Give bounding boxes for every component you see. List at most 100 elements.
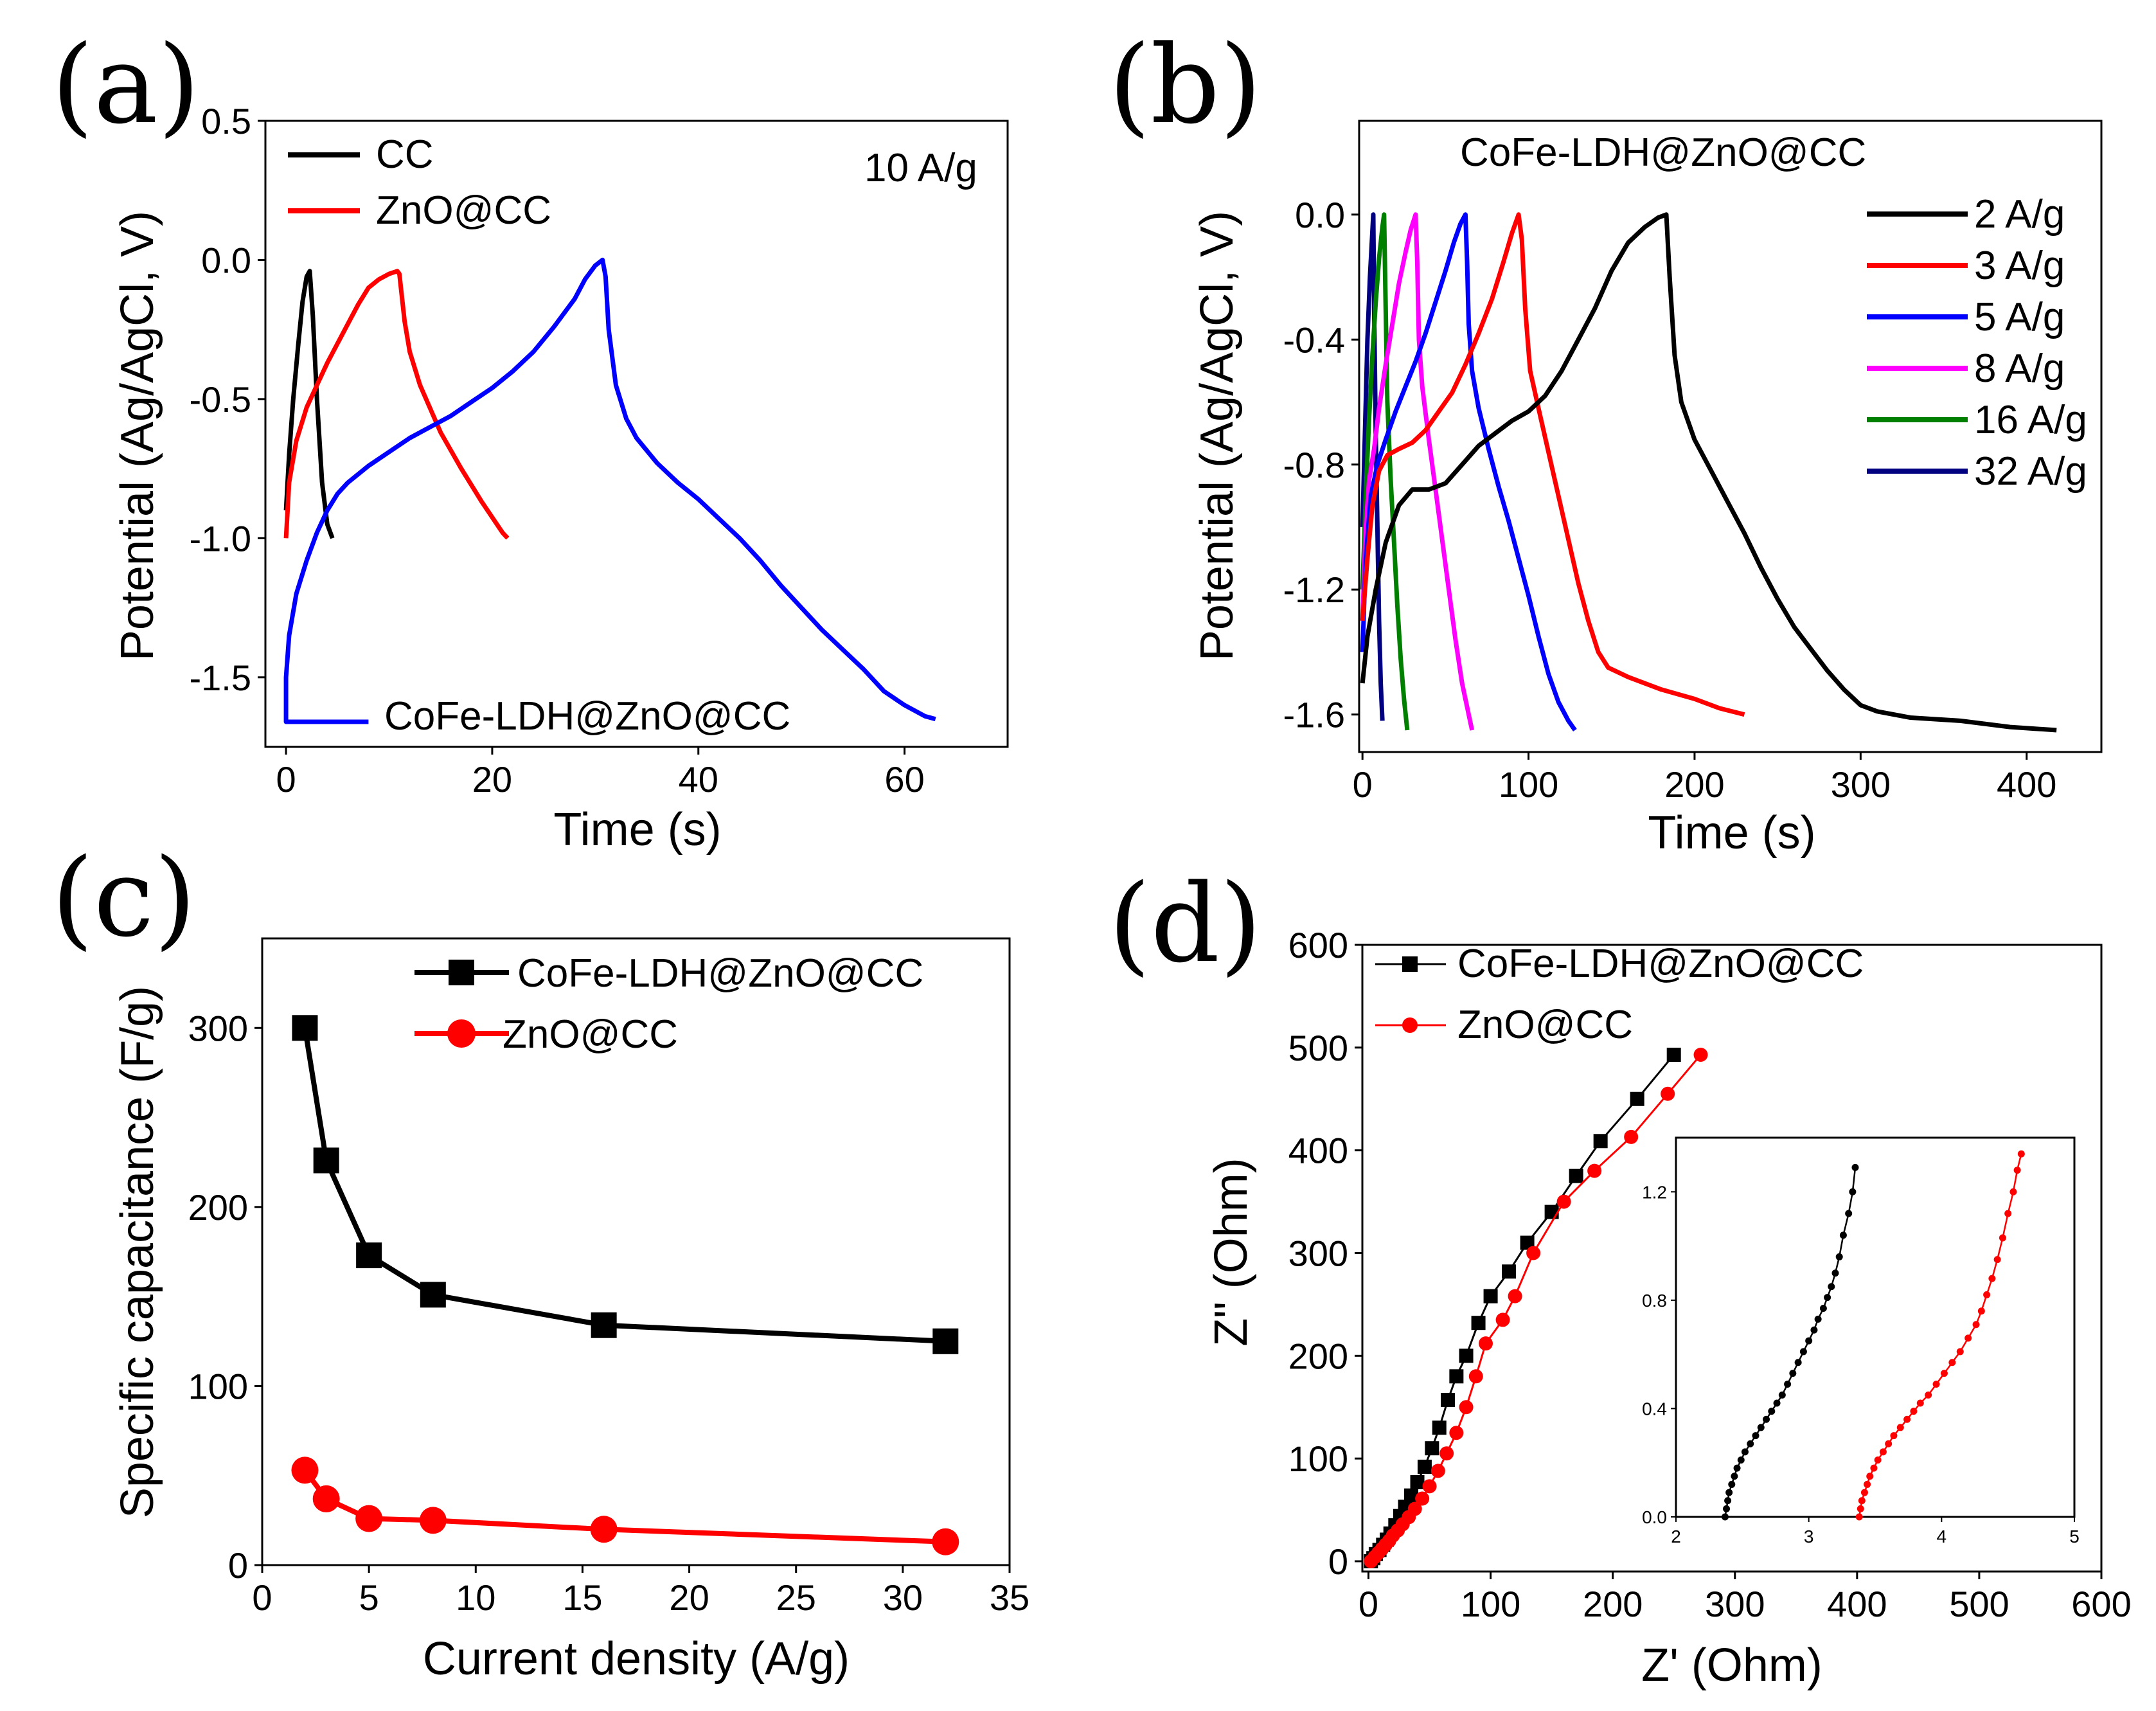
inset-point-zno-cc	[1874, 1456, 1882, 1464]
inset-point-cofe-ldh-zno-cc	[1805, 1337, 1813, 1345]
x-tick-label: 600	[2071, 1584, 2131, 1624]
legend-label-zno: ZnO@CC	[376, 188, 551, 233]
data-point-zno-cc	[1449, 1426, 1464, 1440]
inset-point-zno-cc	[1988, 1275, 1996, 1282]
inset-point-zno-cc	[2009, 1188, 2017, 1196]
inset-point-cofe-ldh-zno-cc	[1789, 1370, 1797, 1377]
inset-point-zno-cc	[1864, 1480, 1871, 1488]
data-point-cofe-ldh-zno-cc	[1666, 1048, 1681, 1062]
inset-point-zno-cc	[1896, 1424, 1904, 1431]
data-point-cofe-ldh-zno-cc	[292, 1015, 318, 1041]
inset-point-zno-cc	[1993, 1256, 2001, 1264]
inset-point-zno-cc	[1885, 1440, 1893, 1447]
legend-label: 2 A/g	[1974, 192, 2065, 237]
x-tick-label: 100	[1499, 764, 1558, 805]
data-point-zno-cc	[1556, 1194, 1571, 1209]
y-tick-label: -1.2	[1283, 569, 1346, 610]
inset-point-zno-cc	[1916, 1399, 1924, 1407]
legend-label-cofe: CoFe-LDH@ZnO@CC	[1457, 942, 1864, 986]
legend-label-zno: ZnO@CC	[503, 1012, 678, 1057]
data-point-cofe-ldh-zno-cc	[1520, 1235, 1535, 1250]
x-tick-label: 100	[1461, 1584, 1520, 1624]
data-point-zno-cc	[932, 1528, 959, 1555]
panel-b-y-ticks: 0.0 -0.4 -0.8 -1.2 -1.6	[1283, 195, 1359, 735]
series-line-cofe-ldh-zno-cc	[302, 1027, 946, 1344]
x-tick-label: 0	[252, 1577, 272, 1618]
inset-point-zno-cc	[1857, 1505, 1864, 1512]
data-point-cofe-ldh-zno-cc	[1441, 1393, 1456, 1408]
series-line-cofe-ldh-zno-cc	[283, 257, 936, 724]
panel-a-series	[283, 257, 936, 724]
y-tick-label: 500	[1288, 1028, 1348, 1068]
panel-d-series	[1364, 1048, 1708, 1569]
inset-point-cofe-ldh-zno-cc	[1721, 1513, 1729, 1521]
data-point-cofe-ldh-zno-cc	[932, 1328, 959, 1354]
x-tick-label: 300	[1705, 1584, 1765, 1624]
data-point-cofe-ldh-zno-cc	[1630, 1091, 1644, 1106]
inset-point-zno-cc	[2004, 1210, 2012, 1217]
panel-c-frame	[261, 937, 1011, 1566]
x-tick-label: 40	[679, 759, 718, 800]
legend-label-cofe: CoFe-LDH@ZnO@CC	[517, 951, 923, 996]
y-tick-label: 100	[188, 1366, 248, 1406]
inset-point-cofe-ldh-zno-cc	[1741, 1448, 1749, 1456]
x-tick-label: 200	[1583, 1584, 1643, 1624]
inset-point-cofe-ldh-zno-cc	[1828, 1283, 1835, 1291]
panel-b-frame	[1358, 120, 2103, 753]
data-point-zno-cc	[1508, 1289, 1522, 1303]
panel-c-legend: CoFe-LDH@ZnO@CC ZnO@CC	[414, 951, 923, 1057]
data-point-zno-cc	[1624, 1129, 1639, 1144]
inset-point-cofe-ldh-zno-cc	[1724, 1497, 1732, 1505]
data-point-zno-cc	[1468, 1369, 1483, 1384]
data-point-zno-cc	[355, 1505, 383, 1532]
y-tick-label: 300	[188, 1008, 248, 1048]
y-tick-label: -0.4	[1283, 319, 1346, 360]
data-point-cofe-ldh-zno-cc	[1502, 1264, 1517, 1279]
x-tick-label: 25	[776, 1577, 816, 1618]
inset-point-zno-cc	[1932, 1381, 1940, 1388]
inset-x-tick-label: 4	[1937, 1527, 1947, 1546]
legend-marker-square	[449, 960, 474, 985]
inset-point-zno-cc	[1870, 1464, 1878, 1472]
y-tick-label: 300	[1288, 1233, 1348, 1274]
panel-a-x-title: Time (s)	[553, 804, 721, 856]
data-point-cofe-ldh-zno-cc	[1459, 1348, 1474, 1363]
panel-c-x-title: Current density (A/g)	[423, 1633, 850, 1685]
data-point-cofe-ldh-zno-cc	[1449, 1369, 1464, 1384]
panel-d-x-title: Z' (Ohm)	[1641, 1640, 1822, 1691]
x-tick-label: 400	[1827, 1584, 1887, 1624]
x-tick-label: 0	[1353, 764, 1373, 805]
x-tick-label: 0	[1359, 1584, 1378, 1624]
panel-b-series	[1360, 212, 2057, 733]
data-point-zno-cc	[590, 1516, 618, 1543]
inset-point-cofe-ldh-zno-cc	[1799, 1348, 1807, 1356]
y-tick-label: -0.5	[190, 379, 252, 420]
legend-label: 5 A/g	[1974, 295, 2065, 339]
inset-x-tick-label: 3	[1804, 1527, 1814, 1546]
inset-point-zno-cc	[1890, 1432, 1898, 1440]
data-point-zno-cc	[291, 1456, 319, 1484]
panel-d-x-ticks: 0 100 200 300 400 500 600	[1359, 1572, 2132, 1624]
inset-point-cofe-ldh-zno-cc	[1747, 1440, 1754, 1447]
inset-point-cofe-ldh-zno-cc	[1839, 1232, 1847, 1239]
inset-point-zno-cc	[2013, 1167, 2021, 1174]
inset-point-cofe-ldh-zno-cc	[1728, 1480, 1736, 1488]
inset-point-cofe-ldh-zno-cc	[1725, 1489, 1733, 1496]
inset-point-zno-cc	[1977, 1307, 1985, 1315]
x-tick-label: 20	[669, 1577, 709, 1618]
data-point-cofe-ldh-zno-cc	[356, 1242, 382, 1269]
data-point-zno-cc	[1693, 1048, 1708, 1062]
y-tick-label: 100	[1288, 1438, 1348, 1479]
data-point-cofe-ldh-zno-cc	[1569, 1169, 1583, 1183]
legend-label-cc: CC	[376, 132, 434, 177]
data-point-cofe-ldh-zno-cc	[1410, 1474, 1425, 1489]
legend-marker-square	[1402, 956, 1418, 972]
legend-label: 8 A/g	[1974, 346, 2065, 391]
x-tick-label: 15	[562, 1577, 602, 1618]
panel-c: (c) 0 5 10 15 20 25 30 35 0 100 200 300 CoFe-LDH@Z…	[51, 835, 1029, 1685]
inset-point-cofe-ldh-zno-cc	[1737, 1456, 1745, 1464]
y-tick-label: 0	[228, 1545, 248, 1586]
inset-point-zno-cc	[1903, 1415, 1911, 1423]
panel-a-y-title: Potential (Ag/AgCl, V)	[112, 211, 163, 661]
series-line-32-a-g	[1360, 212, 1385, 721]
